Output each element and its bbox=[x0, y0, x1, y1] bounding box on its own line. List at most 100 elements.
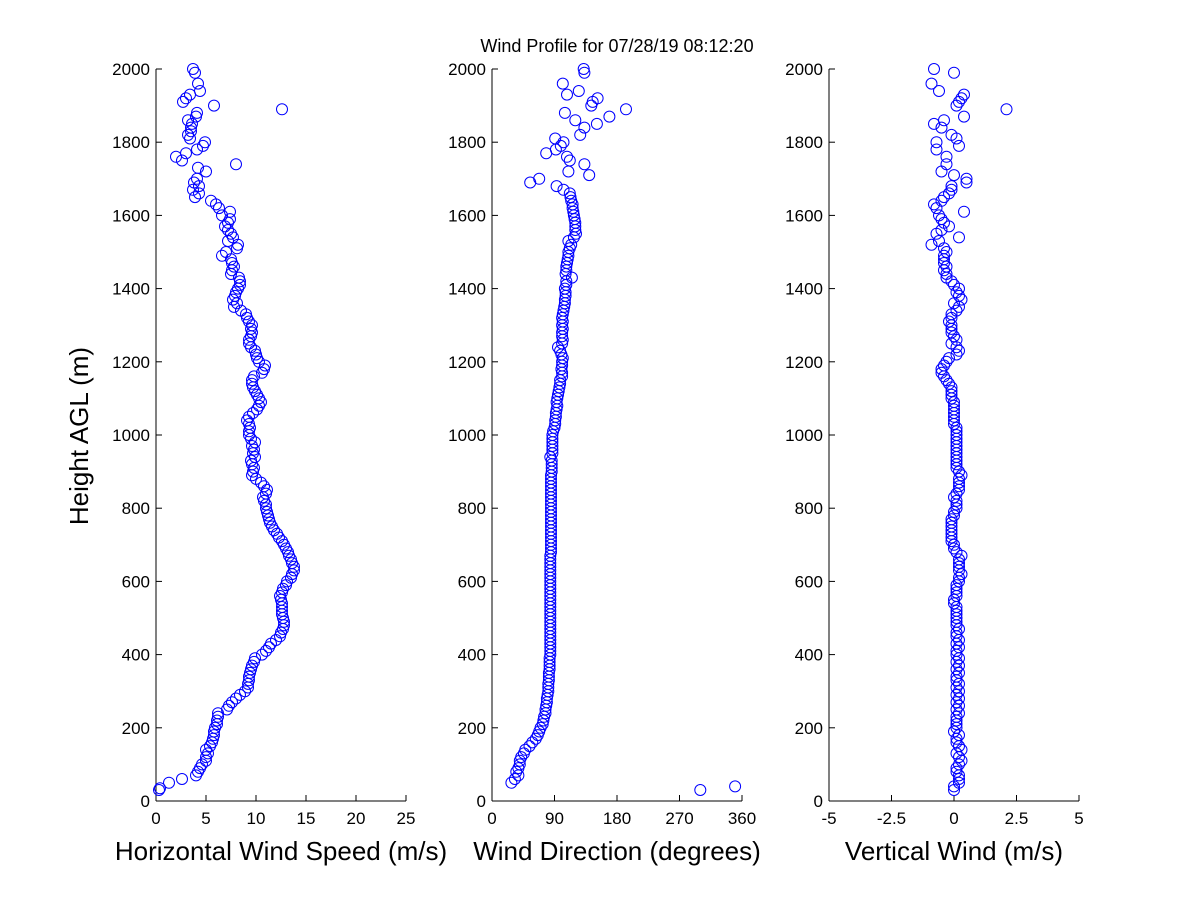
data-point bbox=[955, 92, 968, 105]
data-point bbox=[935, 165, 948, 178]
data-point bbox=[933, 235, 945, 247]
x-tick-label: 0 bbox=[487, 809, 496, 828]
y-tick-label: 1000 bbox=[785, 426, 823, 445]
x-tick-label: 270 bbox=[665, 809, 693, 828]
data-point bbox=[247, 407, 259, 419]
data-point bbox=[950, 429, 963, 441]
data-point bbox=[953, 472, 965, 485]
data-point bbox=[953, 139, 965, 152]
data-point bbox=[950, 688, 963, 701]
data-point bbox=[206, 736, 218, 749]
data-point bbox=[948, 725, 960, 738]
data-point bbox=[192, 77, 204, 90]
data-point bbox=[578, 121, 591, 134]
data-point bbox=[950, 696, 963, 709]
data-point bbox=[945, 180, 958, 193]
data-point bbox=[523, 740, 536, 753]
data-point bbox=[554, 344, 567, 357]
data-point bbox=[950, 604, 963, 617]
data-point bbox=[953, 659, 965, 672]
data-point bbox=[953, 289, 965, 302]
data-point bbox=[950, 286, 963, 299]
data-point bbox=[244, 666, 256, 679]
data-point bbox=[950, 502, 963, 515]
data-point bbox=[192, 161, 204, 174]
data-point bbox=[508, 773, 521, 785]
data-point bbox=[953, 231, 965, 244]
data-point bbox=[246, 440, 258, 452]
data-point bbox=[953, 652, 965, 665]
data-point bbox=[176, 773, 188, 785]
data-point bbox=[193, 187, 205, 200]
data-point bbox=[244, 421, 256, 434]
data-point bbox=[948, 505, 960, 518]
data-point bbox=[948, 509, 960, 522]
data-point bbox=[574, 128, 587, 141]
data-point bbox=[276, 103, 288, 116]
data-point bbox=[953, 557, 965, 570]
data-point bbox=[933, 209, 945, 222]
data-point bbox=[930, 202, 943, 215]
data-point bbox=[953, 553, 965, 566]
data-point bbox=[953, 776, 965, 789]
data-point bbox=[950, 765, 963, 778]
data-point bbox=[550, 180, 563, 193]
data-point bbox=[583, 169, 596, 182]
data-point bbox=[261, 505, 273, 518]
data-point bbox=[187, 183, 199, 196]
data-point bbox=[196, 758, 208, 771]
data-point bbox=[249, 344, 261, 357]
data-point bbox=[729, 780, 742, 793]
data-point bbox=[950, 494, 963, 507]
data-point bbox=[563, 187, 576, 200]
data-point bbox=[950, 99, 963, 112]
data-point bbox=[578, 66, 591, 79]
y-tick-label: 600 bbox=[458, 572, 486, 591]
data-point bbox=[277, 582, 289, 595]
data-point bbox=[191, 143, 203, 156]
y-tick-label: 1400 bbox=[112, 280, 150, 299]
data-point bbox=[557, 136, 570, 149]
data-point bbox=[549, 132, 562, 145]
x-tick-label: -5 bbox=[821, 809, 836, 828]
data-point bbox=[953, 95, 965, 108]
data-point bbox=[562, 249, 575, 262]
y-tick-label: 800 bbox=[122, 499, 150, 518]
data-point bbox=[953, 344, 965, 357]
data-point bbox=[258, 363, 270, 376]
data-point bbox=[591, 92, 604, 105]
data-point bbox=[224, 213, 236, 226]
x-tick-label: 5 bbox=[1074, 809, 1083, 828]
y-tick-label: 0 bbox=[477, 792, 486, 811]
data-point bbox=[938, 242, 950, 255]
data-point bbox=[948, 169, 960, 182]
data-point bbox=[216, 209, 228, 222]
y-tick-label: 0 bbox=[141, 792, 150, 811]
data-point bbox=[948, 399, 960, 412]
data-point bbox=[953, 758, 965, 771]
data-point bbox=[564, 191, 577, 204]
data-point bbox=[953, 560, 965, 573]
y-tick-label: 1400 bbox=[448, 280, 486, 299]
data-point bbox=[170, 150, 182, 163]
data-point bbox=[945, 326, 958, 339]
data-point bbox=[283, 549, 295, 562]
data-point bbox=[928, 63, 940, 75]
x-tick-label: 90 bbox=[545, 809, 564, 828]
data-point bbox=[243, 410, 255, 423]
data-point bbox=[948, 396, 960, 409]
x-axis-label: Horizontal Wind Speed (m/s) bbox=[115, 836, 447, 866]
data-point bbox=[259, 359, 271, 372]
data-points bbox=[505, 63, 742, 796]
y-tick-label: 2000 bbox=[785, 60, 823, 79]
data-point bbox=[212, 710, 224, 723]
x-tick-label: 10 bbox=[247, 809, 266, 828]
data-point bbox=[950, 703, 963, 716]
data-point bbox=[925, 77, 938, 90]
data-point bbox=[940, 158, 953, 171]
data-point bbox=[239, 685, 251, 698]
data-point bbox=[263, 513, 275, 526]
data-point bbox=[251, 352, 263, 365]
data-point bbox=[935, 194, 948, 207]
